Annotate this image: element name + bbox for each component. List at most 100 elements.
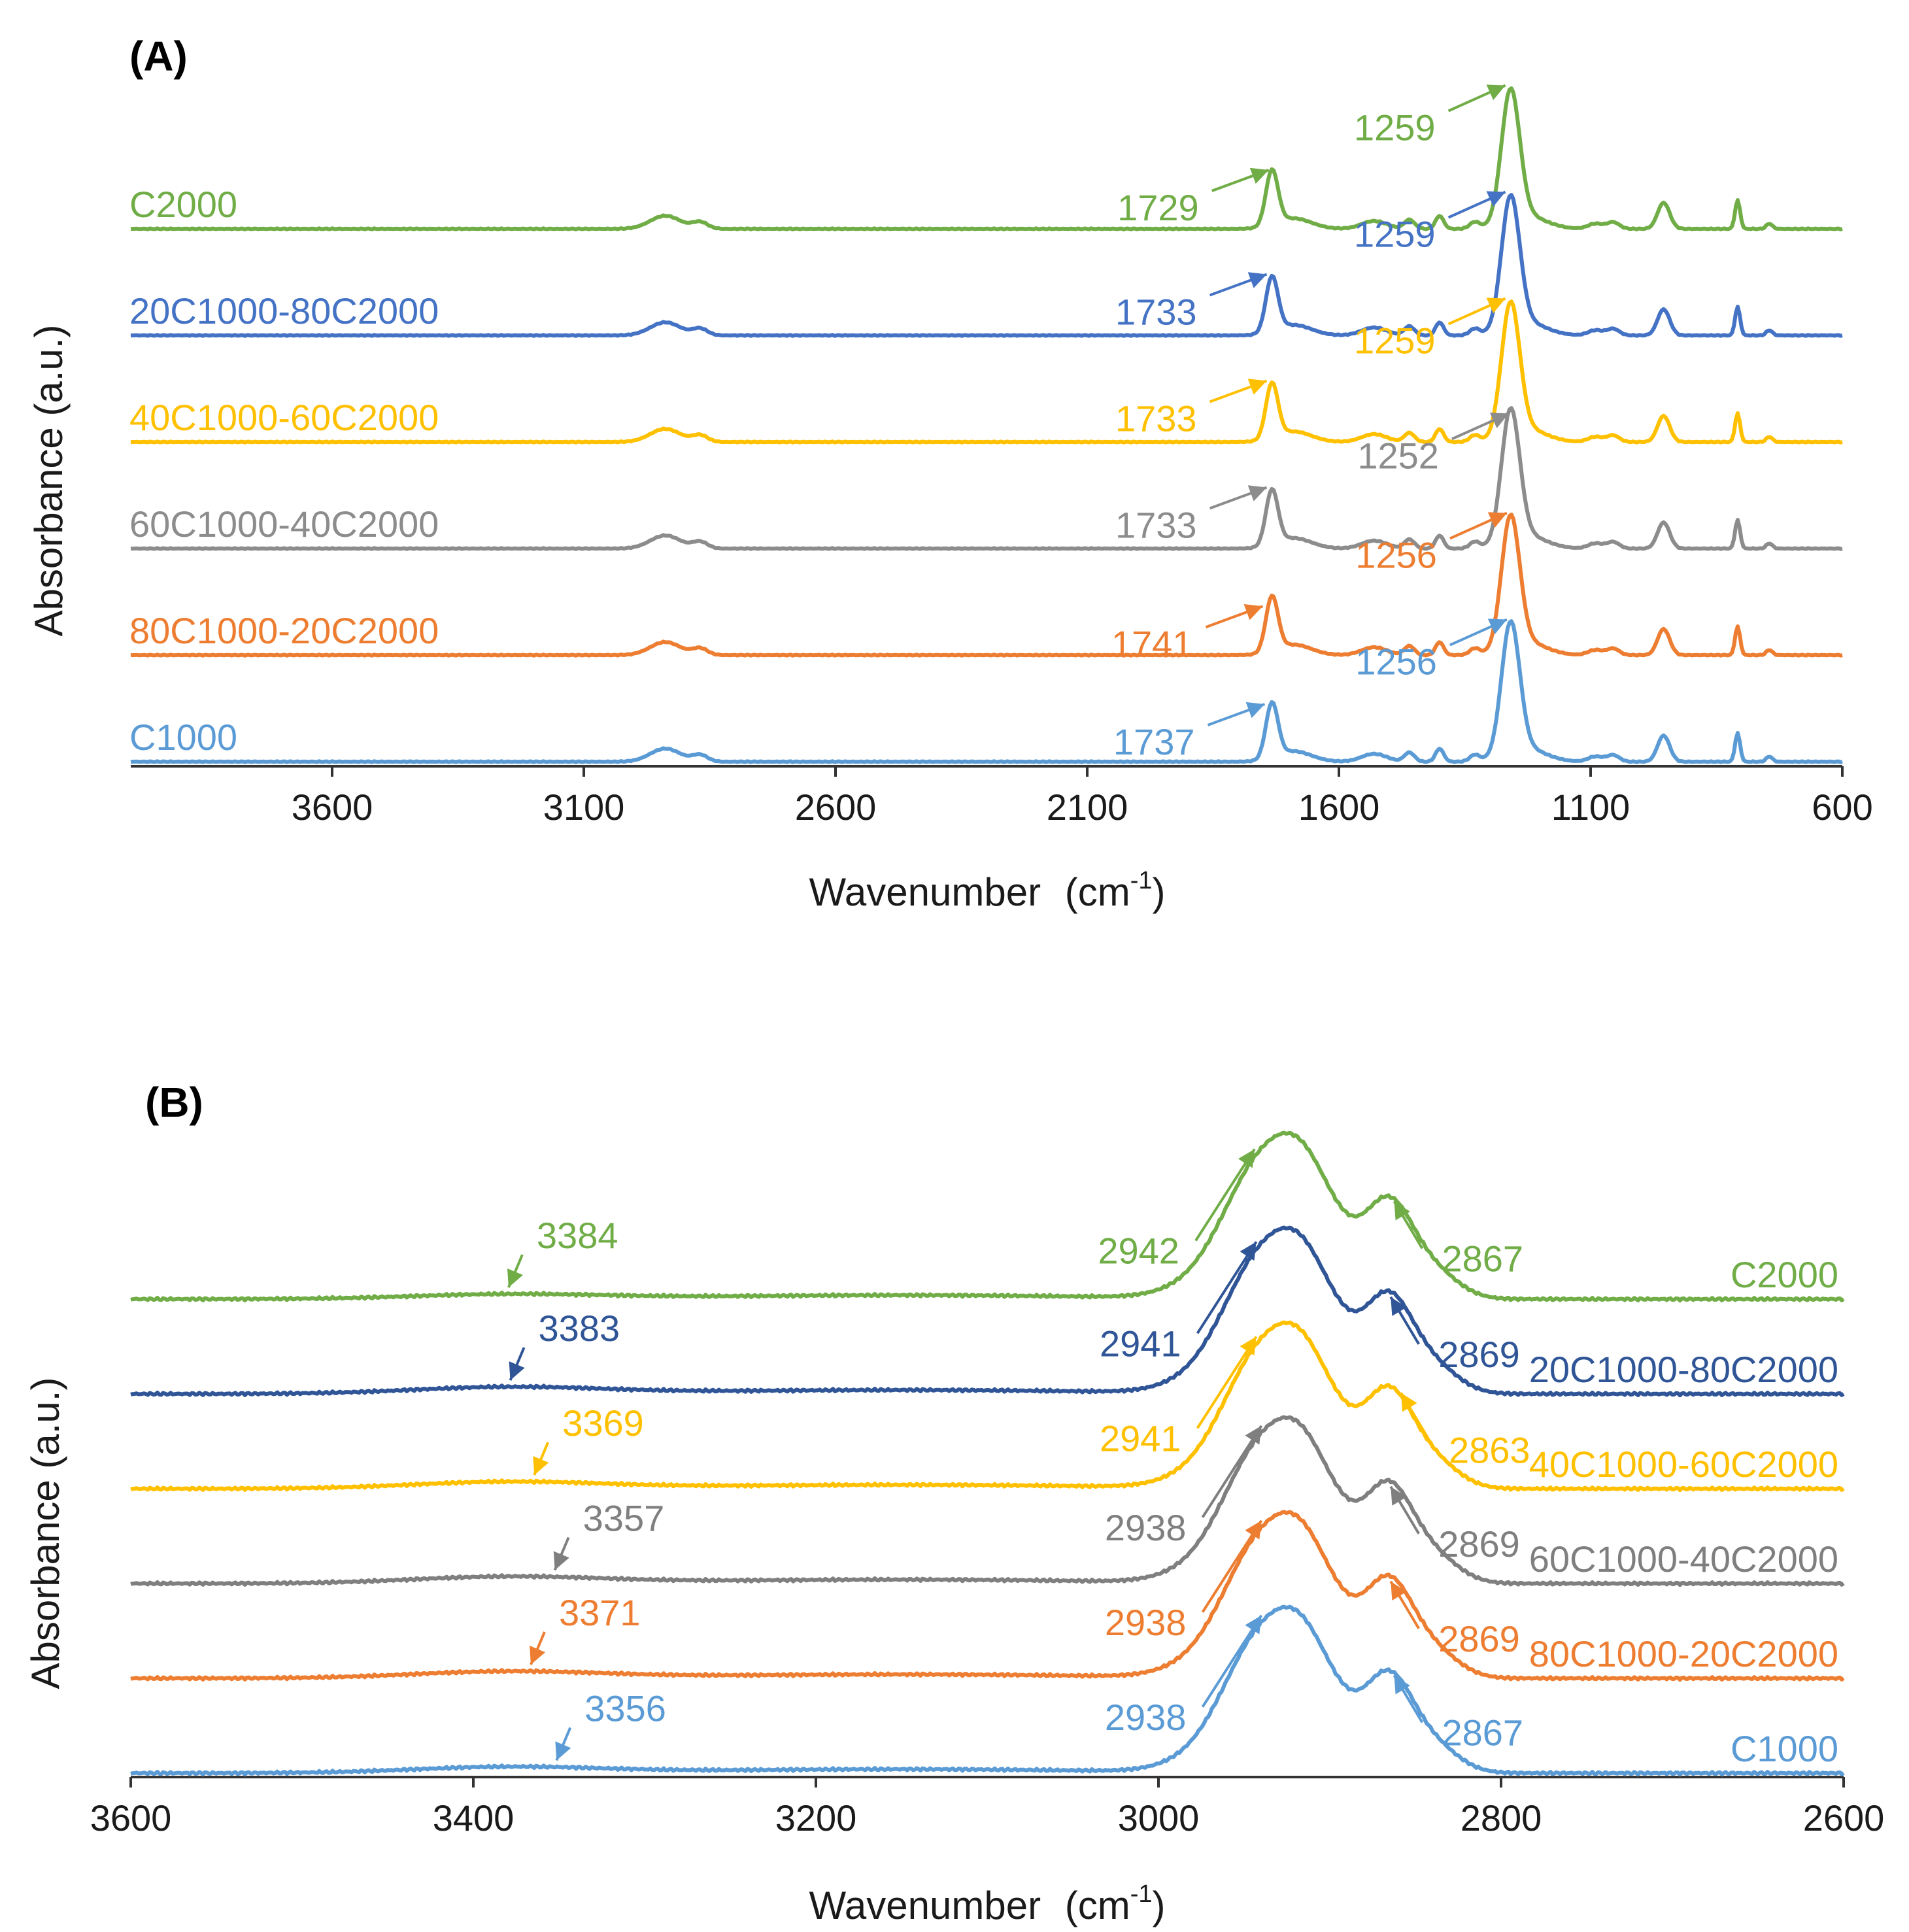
x-tick-label: 3100: [543, 787, 625, 828]
peak-label: 1733: [1115, 291, 1197, 332]
peak-arrowhead: [1486, 84, 1506, 101]
series-40c1000-60c2000: 40C1000-60C2000 3369 2941 2863: [130, 1320, 1845, 1493]
peak-arrowhead: [530, 1646, 546, 1665]
peak-arrowhead: [1249, 167, 1269, 184]
panel-a-x-axis-label: Wavenumber: [809, 870, 1041, 914]
peak-label: 3369: [562, 1402, 644, 1444]
series-c2000: C2000 1729 1259: [129, 84, 1843, 231]
peak-label: 3371: [559, 1592, 641, 1633]
series-line: [130, 299, 1843, 445]
peak-label: 3384: [537, 1215, 618, 1256]
peak-arrowhead: [1247, 485, 1267, 501]
peak-arrowhead: [509, 1361, 525, 1381]
series-line: [130, 513, 1843, 658]
series-name-label: C2000: [129, 184, 237, 225]
peak-label: 1259: [1354, 107, 1436, 148]
panel-b-x-axis-unit-close: ): [1153, 1884, 1166, 1927]
peak-arrow-line: [1196, 1241, 1258, 1334]
x-tick-label: 3000: [1118, 1797, 1200, 1839]
series-line: [130, 1320, 1845, 1493]
panel-a-x-axis-unit: (cm: [1065, 870, 1130, 914]
peak-label: 2941: [1100, 1417, 1181, 1459]
series-c1000: C1000 3356 2938 2867: [130, 1604, 1845, 1777]
peak-label: 1259: [1354, 214, 1436, 255]
peak-arrowhead: [1394, 1675, 1410, 1695]
series-name-label: 60C1000-40C2000: [1529, 1538, 1838, 1580]
peak-arrow-line: [1194, 1148, 1256, 1242]
panel-a-x-axis-unit-close: ): [1153, 870, 1166, 914]
panel-b-x-axis-title: Wavenumber (cm-1): [809, 1880, 1165, 1927]
peak-label: 1729: [1117, 187, 1199, 228]
panel-a-x-ticks: 3600 3100 2600 2100 1600 1100 600: [292, 766, 1873, 828]
peak-label: 2867: [1442, 1712, 1523, 1753]
series-line: [130, 86, 1843, 231]
series-c2000: C2000 3384 2942 2867: [130, 1130, 1845, 1303]
peak-arrowhead: [1391, 1486, 1407, 1506]
series-name-label: C1000: [129, 717, 237, 758]
series-name-label: 20C1000-80C2000: [129, 290, 439, 331]
peak-label: 3357: [583, 1497, 665, 1538]
series-line: [130, 1604, 1845, 1777]
peak-label: 1737: [1113, 721, 1195, 762]
panel-b: (B) Absorbance (a.u.) 3600 3400 3200 3000 28…: [24, 1079, 1884, 1927]
panel-b-y-axis-label: Absorbance (a.u.): [24, 1378, 67, 1689]
panel-a-label: (A): [129, 33, 188, 80]
peak-arrow-line: [1201, 1425, 1263, 1518]
series-line: [130, 1415, 1845, 1587]
series-line: [130, 1225, 1845, 1398]
peak-arrowhead: [555, 1741, 571, 1761]
panel-a: (A) Absorbance (a.u.) 3600 3100 2600 2100 16…: [27, 33, 1873, 914]
series-line: [130, 1130, 1845, 1303]
peak-label: 2942: [1098, 1230, 1179, 1272]
peak-label: 2938: [1105, 1697, 1187, 1738]
x-tick-label: 3200: [775, 1797, 857, 1839]
peak-label: 2867: [1442, 1238, 1523, 1279]
peak-label: 1259: [1354, 320, 1436, 362]
panel-a-x-axis-title: Wavenumber (cm-1): [809, 867, 1165, 914]
series-80c1000-20c2000: 80C1000-20C2000 1741 1256: [129, 511, 1843, 664]
peak-label: 3383: [539, 1308, 620, 1349]
peak-arrowhead: [1240, 1242, 1257, 1261]
peak-arrowhead: [553, 1551, 569, 1570]
x-tick-label: 2100: [1047, 787, 1128, 828]
peak-label: 2869: [1438, 1523, 1520, 1565]
panel-a-x-axis-unit-exponent: -1: [1130, 867, 1153, 894]
peak-arrowhead: [1486, 297, 1506, 314]
peak-arrowhead: [1394, 1201, 1410, 1221]
peak-arrowhead: [1247, 272, 1267, 288]
x-tick-label: 1100: [1551, 787, 1630, 828]
peak-arrowhead: [1243, 603, 1263, 620]
x-tick-label: 1600: [1298, 787, 1380, 828]
series-line: [130, 619, 1843, 764]
peak-label: 2869: [1438, 1334, 1520, 1375]
peak-arrow-line: [1201, 1519, 1263, 1613]
panel-b-x-axis-label: Wavenumber: [809, 1884, 1041, 1927]
series-40c1000-60c2000: 40C1000-60C2000 1733 1259: [129, 297, 1843, 445]
peak-arrowhead: [1391, 1581, 1407, 1601]
panel-b-series: C2000 3384 2942 2867 20C1000-80C2000 3383 2941…: [130, 1130, 1845, 1777]
series-line: [130, 1510, 1845, 1682]
peak-label: 1733: [1115, 398, 1197, 439]
x-tick-label: 600: [1812, 787, 1872, 828]
peak-arrow-line: [1201, 1614, 1263, 1708]
peak-arrowhead: [1245, 1615, 1262, 1635]
panel-b-x-ticks: 3600 3400 3200 3000 2800 2600: [90, 1777, 1884, 1839]
peak-arrowhead: [533, 1456, 549, 1476]
peak-label: 1733: [1115, 504, 1197, 545]
peak-arrowhead: [1486, 191, 1506, 207]
series-60c1000-40c2000: 60C1000-40C2000 1733 1252: [129, 406, 1843, 551]
peak-arrowhead: [1245, 1520, 1262, 1540]
peak-arrowhead: [1238, 1149, 1255, 1168]
peak-label: 1256: [1355, 535, 1437, 576]
peak-arrowhead: [1245, 702, 1265, 719]
peak-label: 2938: [1105, 1602, 1187, 1643]
x-tick-label: 3400: [433, 1797, 515, 1839]
series-20c1000-80c2000: 20C1000-80C2000 3383 2941 2869: [130, 1225, 1845, 1398]
panel-a-y-axis-label: Absorbance (a.u.): [27, 325, 71, 637]
peak-label: 1741: [1111, 623, 1193, 664]
x-tick-label: 3600: [292, 787, 373, 828]
series-60c1000-40c2000: 60C1000-40C2000 3357 2938 2869: [130, 1415, 1845, 1587]
x-tick-label: 3600: [90, 1797, 172, 1839]
peak-arrowhead: [1489, 413, 1509, 428]
